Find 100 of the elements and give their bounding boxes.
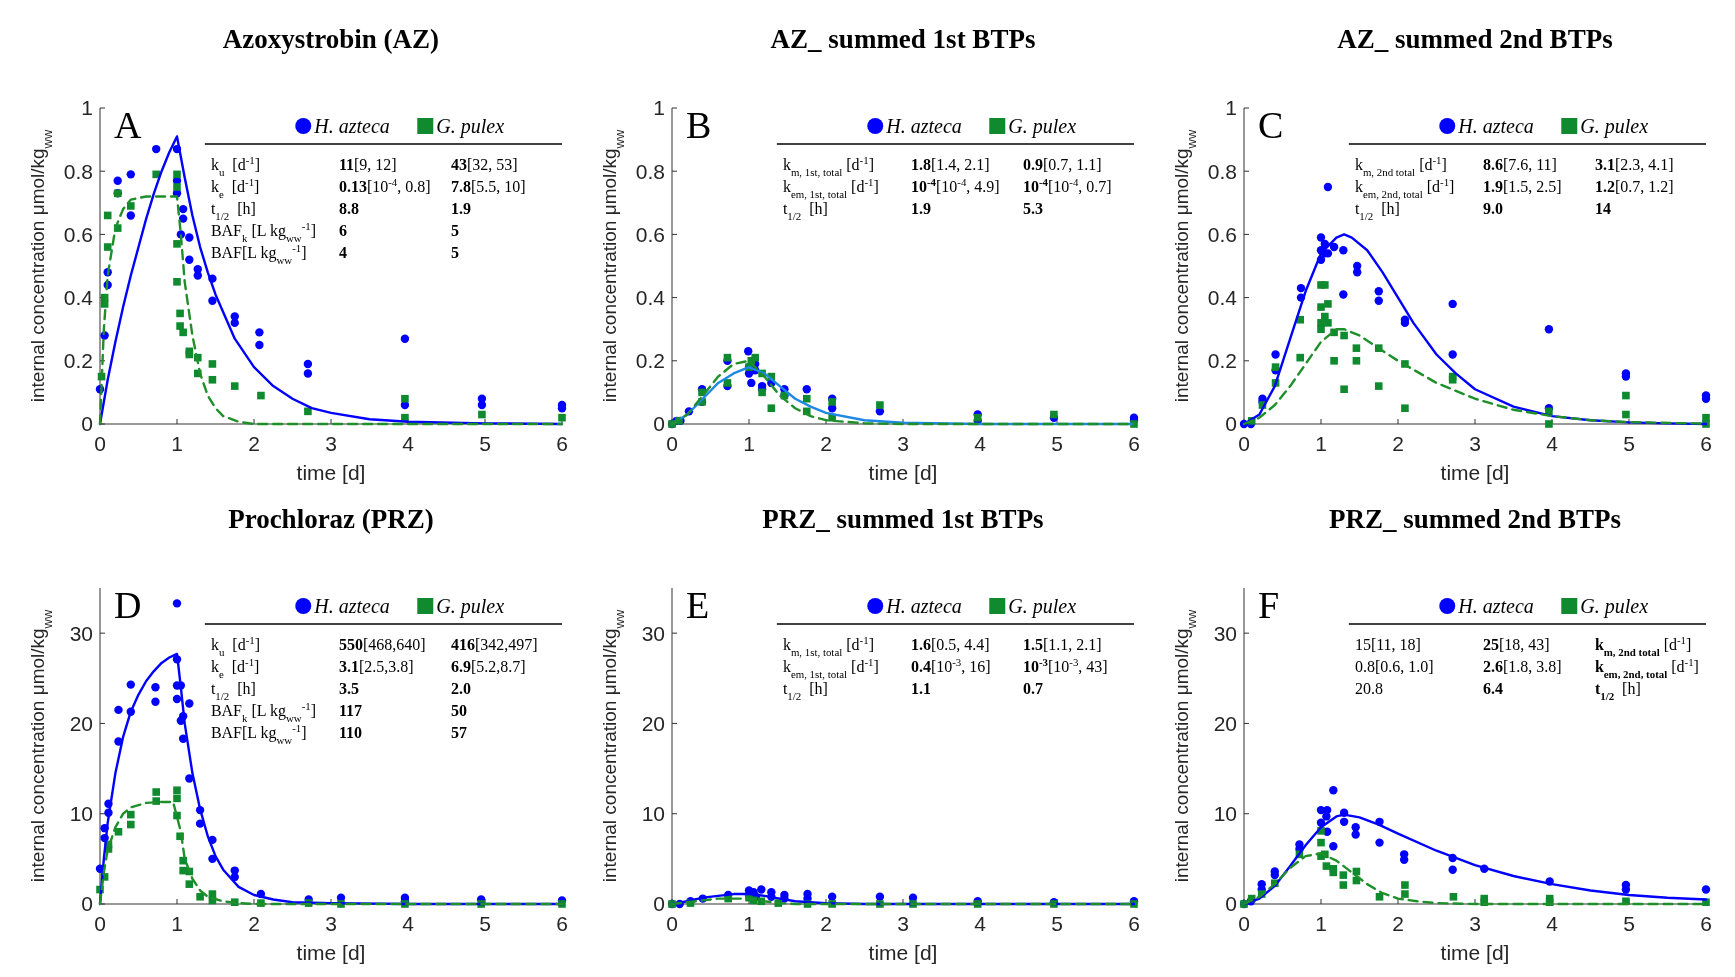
x-tick-label: 1	[171, 432, 183, 455]
annotation: 8.6[7.6, 11]	[1482, 156, 1557, 173]
y-tick-label: 0.2	[63, 349, 93, 373]
y-tick-label: 20	[1213, 711, 1237, 735]
x-tick-label: 1	[171, 912, 183, 935]
x-axis-title: time [d]	[296, 461, 366, 484]
y-tick-label: 1	[1225, 96, 1237, 120]
y-tick-label: 0.8	[1207, 159, 1237, 183]
y-tick-label: 20	[69, 711, 93, 735]
y-tick-label: 10	[1213, 802, 1237, 826]
y-tick-label: 0.6	[635, 222, 665, 246]
annotation: D	[114, 584, 142, 626]
chart-title: Prochloraz (PRZ)	[228, 504, 434, 534]
annotation: 6.4	[1482, 680, 1503, 697]
legend-label: G. pulex	[1580, 115, 1649, 138]
annotation: B	[686, 104, 712, 146]
annotation: t$_{1/2}$ [h]	[210, 200, 256, 222]
annotation: k$_{m, 2nd total}$ [d$^{-1}$]	[1354, 154, 1447, 178]
chart-title: AZ_ summed 1st BTPs	[770, 24, 1036, 54]
annotation: 14	[1594, 200, 1611, 217]
legend-label: H. azteca	[885, 595, 962, 617]
annotation: t$_{1/2}$ [h]	[782, 200, 828, 222]
y-tick-label: 30	[1213, 621, 1237, 645]
annotation: k$_{em, 2nd, total}$ [d$^{-1}$]	[1354, 176, 1455, 200]
y-tick-label: 0.8	[63, 159, 93, 183]
annotation: t$_{1/2}$ [h]	[1594, 680, 1641, 702]
y-tick-label: 0.2	[1207, 349, 1237, 373]
x-tick-label: 6	[1700, 912, 1712, 935]
annotation: F	[1258, 584, 1280, 626]
legend-label: H. azteca	[1457, 595, 1534, 617]
annotation: 117	[338, 702, 363, 719]
annotation: 5	[450, 244, 459, 261]
annotation: 6	[338, 222, 347, 239]
annotation: 10$^{-4}$[10$^{-4}$, 4.9]	[910, 176, 1000, 195]
x-tick-label: 1	[743, 432, 755, 455]
y-tick-label: 0	[1225, 412, 1237, 436]
chart-title: AZ_ summed 2nd BTPs	[1337, 24, 1613, 54]
x-tick-label: 5	[1051, 912, 1063, 935]
legend-label: G. pulex	[1580, 595, 1649, 618]
y-tick-label: 0	[653, 412, 665, 436]
y-tick-label: 0.8	[635, 159, 665, 183]
annotation: k$_{e}$ [d$^{-1}$]	[210, 656, 260, 680]
annotation: k$_{em, 2nd, total}$ [d$^{-1}$]	[1594, 656, 1699, 680]
x-tick-label: 6	[1700, 432, 1712, 455]
annotation: 1.6[0.5, 4.4]	[910, 636, 990, 653]
x-tick-label: 3	[325, 432, 337, 455]
annotation: 0.7	[1022, 680, 1043, 697]
y-tick-label: 0	[81, 892, 93, 916]
annotation: E	[686, 584, 710, 626]
annotation: 550[468,640]	[338, 636, 426, 653]
x-tick-label: 2	[248, 432, 260, 455]
x-axis-title: time [d]	[868, 461, 938, 484]
x-tick-label: 2	[1392, 432, 1404, 455]
y-tick-label: 30	[641, 621, 665, 645]
legend-label: H. azteca	[885, 115, 962, 137]
annotation: 5.3	[1022, 200, 1043, 217]
y-tick-label: 0.2	[635, 349, 665, 373]
x-tick-label: 2	[820, 432, 832, 455]
legend-label: H. azteca	[313, 115, 390, 137]
chart-title: PRZ_ summed 1st BTPs	[762, 504, 1044, 534]
chart-title: Azoxystrobin (AZ)	[222, 24, 440, 54]
y-tick-label: 30	[69, 621, 93, 645]
y-tick-label: 1	[81, 96, 93, 120]
y-tick-label: 10	[641, 802, 665, 826]
annotation: 3.1[2.3, 4.1]	[1594, 156, 1674, 173]
x-tick-label: 5	[479, 432, 491, 455]
annotation: 1.5[1.1, 2.1]	[1022, 636, 1102, 653]
annotation: 1.9	[450, 200, 471, 217]
chart-title: PRZ_ summed 2nd BTPs	[1329, 504, 1621, 534]
x-tick-label: 6	[1128, 912, 1140, 935]
annotation: 0.13[10$^{-4}$, 0.8]	[338, 176, 431, 195]
annotation: 3.1[2.5,3.8]	[338, 658, 414, 675]
annotation: t$_{1/2}$ [h]	[782, 680, 828, 702]
annotation: k$_{m, 2nd total}$ [d$^{-1}$]	[1594, 634, 1692, 658]
annotation: 4	[338, 244, 347, 261]
annotation: k$_{m, 1st, total}$ [d$^{-1}$]	[782, 634, 874, 658]
y-tick-label: 10	[69, 802, 93, 826]
x-tick-label: 4	[402, 912, 415, 935]
annotation: 1.9[1.5, 2.5]	[1482, 178, 1562, 195]
x-tick-label: 5	[1623, 912, 1635, 935]
annotation: 1.2[0.7, 1.2]	[1594, 178, 1674, 195]
legend-label: G. pulex	[436, 115, 505, 138]
annotation: 2.6[1.8, 3.8]	[1482, 658, 1562, 675]
x-tick-label: 4	[974, 912, 987, 935]
x-tick-label: 5	[1623, 432, 1635, 455]
legend-label: G. pulex	[1008, 115, 1077, 138]
annotation: k$_{m, 1st, total}$ [d$^{-1}$]	[782, 154, 874, 178]
annotation: k$_{u}$ [d$^{-1}$]	[210, 634, 261, 658]
x-axis-title: time [d]	[868, 941, 938, 964]
y-tick-label: 0.4	[63, 285, 94, 309]
y-tick-label: 0.4	[635, 285, 666, 309]
x-tick-label: 4	[974, 432, 987, 455]
annotation: 416[342,497]	[450, 636, 538, 653]
x-axis-title: time [d]	[1440, 461, 1510, 484]
y-tick-label: 0.4	[1207, 285, 1238, 309]
annotation: C	[1258, 104, 1284, 146]
x-tick-label: 3	[897, 432, 909, 455]
x-tick-label: 4	[1546, 912, 1559, 935]
annotation: 1.8[1.4, 2.1]	[910, 156, 990, 173]
x-tick-label: 3	[897, 912, 909, 935]
